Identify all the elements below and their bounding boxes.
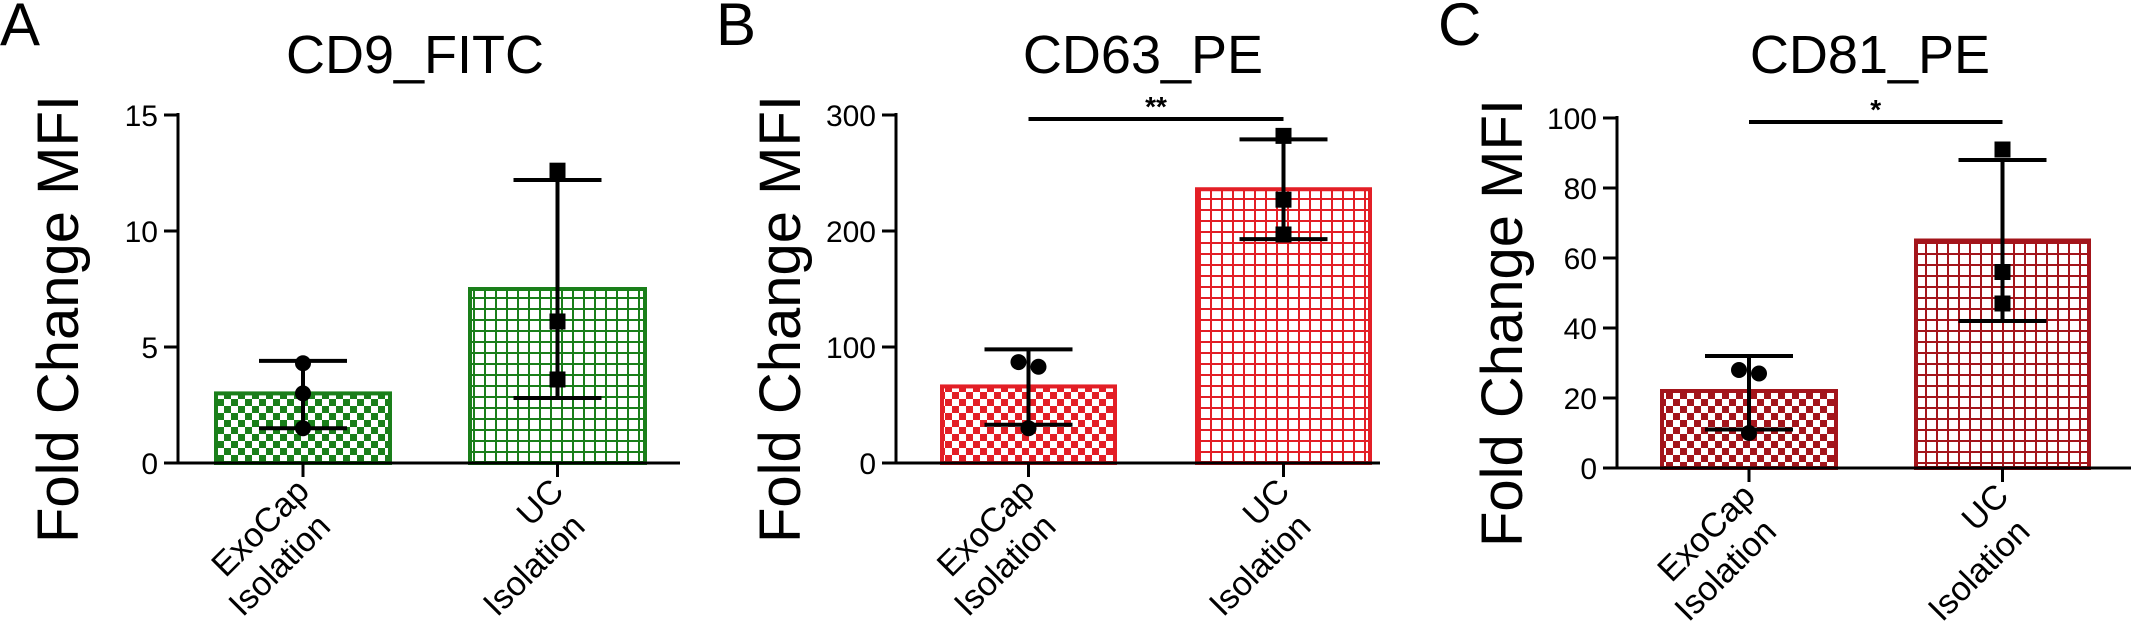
x-category-label: UCIsolation [1174, 472, 1326, 624]
data-point-circle [1741, 425, 1757, 441]
chart-panel-c: C CD81_PE Fold Change MFI 0 20 40 60 80 100 ExoCa… [1438, 0, 2131, 626]
panel-letter: A [0, 0, 40, 58]
y-tick-label: 100 [826, 332, 876, 365]
data-point-square [549, 371, 566, 388]
data-point-square [1994, 264, 2011, 280]
chart-title: CD63_PE [1023, 25, 1263, 85]
chart-title: CD9_FITC [286, 25, 544, 85]
significance-marker: ** [1145, 91, 1167, 122]
y-tick-label: 60 [1564, 243, 1597, 276]
data-point-square [1994, 141, 2011, 158]
y-axis-label: Fold Change MFI [1470, 99, 1535, 547]
data-point-square [1994, 295, 2011, 312]
data-point-circle [295, 420, 311, 437]
y-tick-label: 15 [125, 100, 158, 133]
data-point-circle [1030, 358, 1047, 375]
data-point-square [549, 162, 566, 179]
chart-title: CD81_PE [1750, 25, 1990, 85]
panel-letter: B [716, 0, 756, 58]
chart-panel-b: B CD63_PE Fold Change MFI 0 100 200 300 ExoCapI… [716, 0, 1380, 624]
y-tick-label: 100 [1547, 103, 1597, 136]
y-tick-label: 300 [826, 100, 876, 133]
x-category-label: ExoCapIsolation [193, 472, 345, 624]
significance-marker: * [1870, 94, 1881, 125]
y-tick-label: 0 [141, 448, 158, 481]
data-point-circle [1731, 362, 1747, 378]
data-point-square [549, 313, 566, 330]
data-point-circle [1020, 420, 1037, 437]
y-axis-label: Fold Change MFI [748, 95, 813, 543]
data-point-circle [1010, 354, 1027, 371]
chart-panel-a: A CD9_FITC Fold Change MFI 0 5 10 15 ExoCapIsol… [0, 0, 680, 624]
data-point-circle [295, 385, 311, 402]
y-tick-label: 5 [141, 332, 158, 365]
data-point-circle [1751, 365, 1767, 382]
data-point-square [1275, 191, 1292, 208]
data-point-circle [295, 355, 311, 372]
y-tick-label: 10 [125, 216, 158, 249]
y-tick-label: 0 [1580, 453, 1597, 486]
panel-letter: C [1438, 0, 1481, 58]
y-tick-label: 0 [859, 448, 876, 481]
y-axis-label: Fold Change MFI [26, 95, 91, 543]
data-point-square [1275, 226, 1292, 243]
y-tick-label: 20 [1564, 383, 1597, 416]
y-tick-label: 80 [1564, 173, 1597, 206]
x-category-label: UCIsolation [1893, 477, 2045, 626]
x-category-label: ExoCapIsolation [919, 472, 1071, 624]
data-point-square [1275, 127, 1292, 144]
y-tick-label: 40 [1564, 313, 1597, 346]
x-category-label: UCIsolation [448, 472, 600, 624]
y-tick-label: 200 [826, 216, 876, 249]
x-category-label: ExoCapIsolation [1639, 477, 1791, 626]
